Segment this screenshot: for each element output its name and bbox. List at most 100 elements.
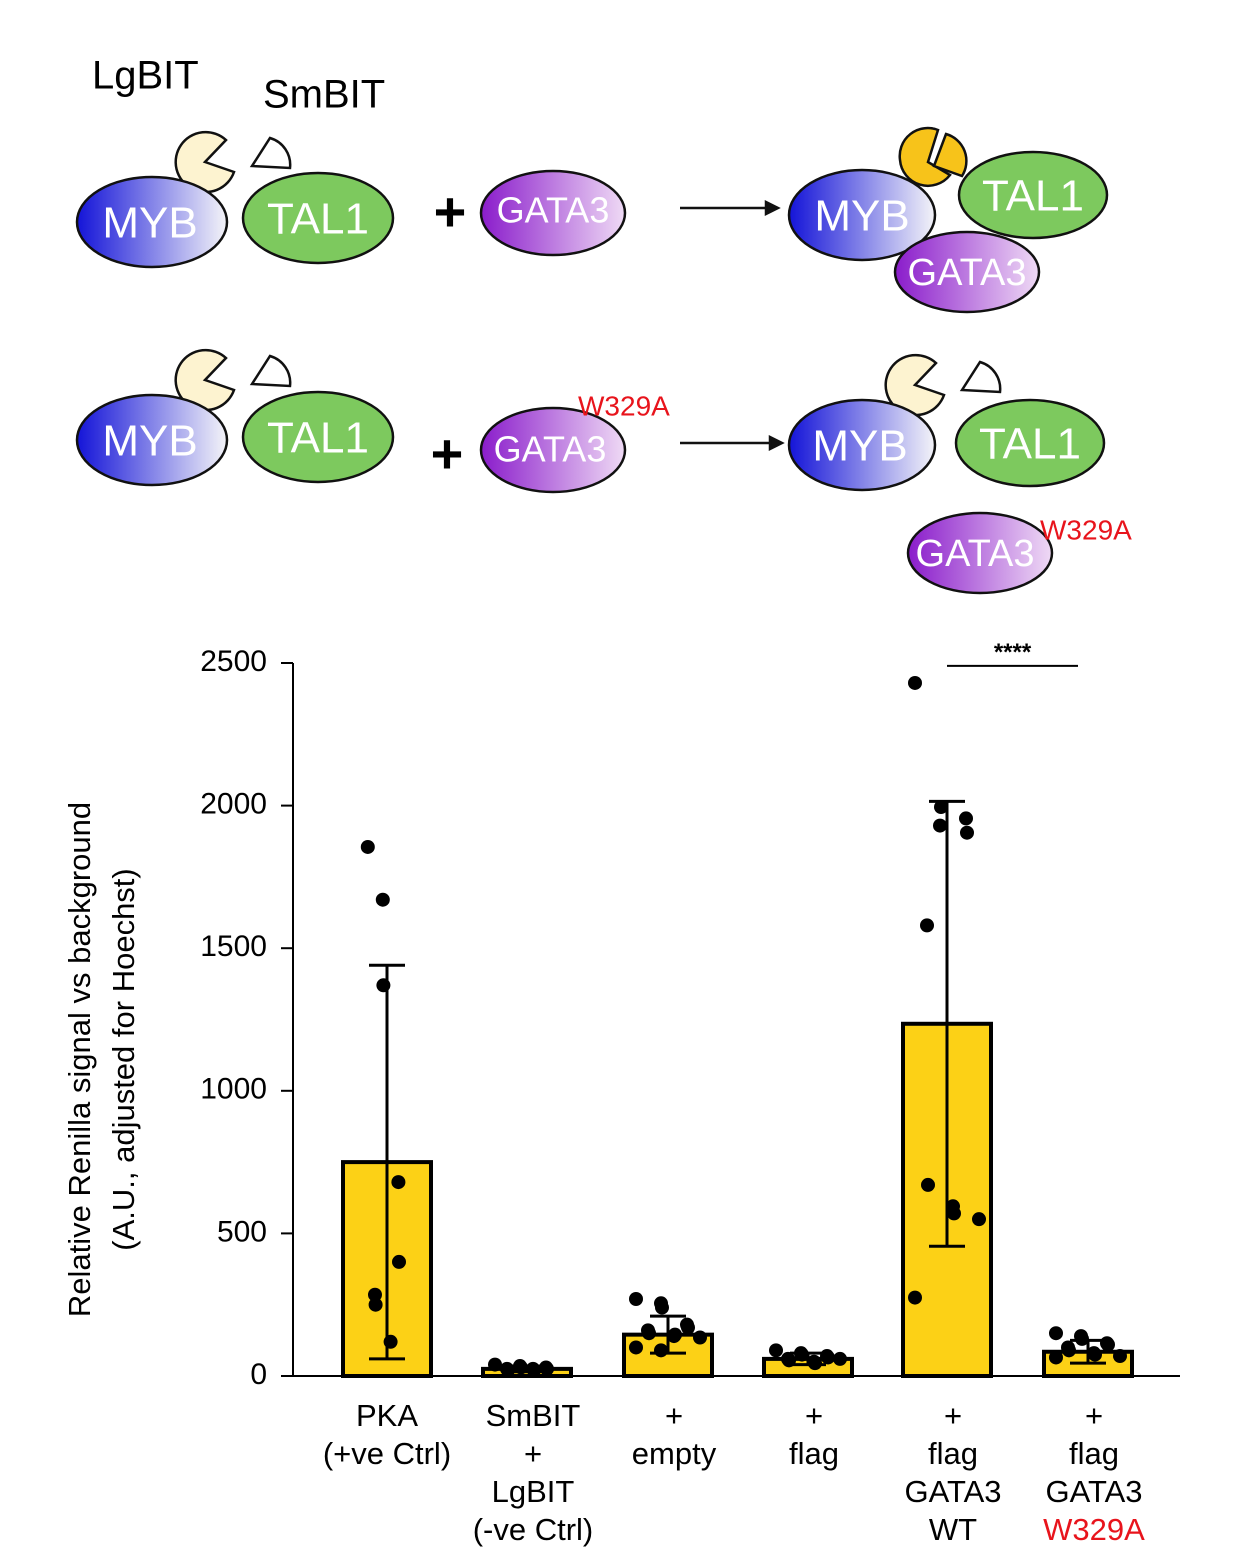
myb-label: MYB (812, 422, 907, 471)
y-tick-label: 0 (250, 1358, 267, 1391)
myb-label: MYB (102, 199, 197, 248)
smbit (249, 354, 292, 388)
x-tick-label: + (665, 1398, 683, 1433)
data-point (1049, 1326, 1063, 1341)
smbit (249, 136, 292, 170)
data-point (821, 1350, 835, 1365)
data-point (488, 1357, 502, 1372)
gata3-label: GATA3 (908, 252, 1027, 294)
data-point (693, 1330, 707, 1345)
smbit (959, 360, 1002, 394)
data-point (934, 800, 948, 815)
data-point (908, 1290, 922, 1305)
x-tick-label: WT (929, 1512, 977, 1547)
data-point (1075, 1331, 1089, 1346)
x-tick-label: + (944, 1398, 962, 1433)
data-point (654, 1343, 668, 1358)
data-point (376, 978, 391, 993)
smbit-label: SmBIT (263, 73, 385, 117)
chart: 0 500 1000 1500 2000 2500 Relative Renilla sig… (62, 639, 1180, 1568)
tal1-label: TAL1 (267, 195, 369, 244)
data-point (383, 1334, 398, 1349)
data-point (795, 1347, 809, 1362)
data-point (959, 811, 973, 826)
x-tick-label: flag (928, 1436, 978, 1471)
data-point (1113, 1349, 1127, 1364)
x-tick-label: + (1085, 1398, 1103, 1433)
tal1 (957, 150, 1109, 240)
x-tick-label: SmBIT (486, 1398, 581, 1433)
y-axis-label: Relative Renilla signal vs background (62, 802, 97, 1317)
y-tick-label: 500 (217, 1215, 267, 1248)
tal1-label: TAL1 (979, 420, 1081, 469)
lgbit (174, 130, 236, 194)
data-point (908, 675, 922, 690)
x-tick-label: + (524, 1436, 542, 1471)
data-point (391, 1175, 406, 1190)
myb-label: MYB (102, 417, 197, 466)
x-tick-label: flag (1069, 1436, 1119, 1471)
mutation-label: W329A (1040, 514, 1132, 545)
x-tick-label: + (805, 1398, 823, 1433)
lgbit (174, 348, 236, 412)
data-point (668, 1327, 682, 1342)
x-axis-label: TAL1-MYB (841, 1563, 995, 1568)
lgbit (884, 353, 946, 417)
data-point (655, 1300, 669, 1315)
tal1 (954, 398, 1106, 488)
x-tick-label: (+ve Ctrl) (323, 1436, 451, 1471)
y-tick-label: 2500 (200, 645, 267, 678)
arrowhead (768, 434, 785, 452)
x-tick-label: GATA3 (904, 1474, 1001, 1509)
data-point (933, 818, 947, 833)
myb (787, 398, 937, 492)
diagram: LgBIT SmBIT MYB TAL1 GATA3 + MYB TAL1 GA… (75, 54, 1132, 595)
tal1 (241, 171, 395, 265)
myb-label: MYB (814, 192, 909, 241)
gata3-label: GATA3 (916, 533, 1035, 575)
data-point (920, 918, 934, 933)
arrowhead (764, 199, 781, 217)
data-point (921, 1177, 935, 1192)
data-point (368, 1287, 382, 1302)
data-point (629, 1340, 643, 1355)
data-point (808, 1356, 822, 1371)
data-point (972, 1212, 986, 1227)
tal1-label: TAL1 (982, 172, 1084, 221)
myb (75, 175, 229, 269)
tal1 (241, 390, 395, 484)
data-point (1088, 1347, 1102, 1362)
myb (787, 168, 937, 262)
tal1-label: TAL1 (267, 414, 369, 463)
data-point (947, 1206, 961, 1221)
data-point (769, 1343, 783, 1358)
data-point (1049, 1350, 1063, 1365)
data-point (782, 1353, 796, 1368)
y-tick-label: 2000 (200, 788, 267, 821)
x-tick-label: (-ve Ctrl) (473, 1512, 594, 1547)
data-point (960, 825, 974, 840)
x-tick-label: flag (789, 1436, 839, 1471)
lgbit-label: LgBIT (92, 54, 199, 98)
x-tick-label: LgBIT (492, 1474, 575, 1509)
plus: + (434, 180, 467, 243)
data-point (1101, 1337, 1115, 1352)
gata3-label: GATA3 (497, 190, 610, 231)
y-tick-label: 1500 (200, 930, 267, 963)
gata3 (479, 169, 627, 257)
lgbit-bound (898, 126, 952, 188)
gata3 (906, 511, 1054, 595)
data-point (1062, 1343, 1076, 1358)
gata3 (479, 406, 627, 494)
data-point (375, 892, 390, 907)
x-tick-label: W329A (1043, 1512, 1145, 1547)
gata3 (893, 230, 1041, 314)
data-point (540, 1361, 554, 1376)
x-tick-label: PKA (356, 1398, 418, 1433)
data-point (392, 1254, 406, 1269)
significance-label: **** (994, 639, 1032, 666)
plus: + (431, 422, 464, 485)
y-tick-label: 1000 (200, 1073, 267, 1106)
data-point (501, 1363, 515, 1378)
